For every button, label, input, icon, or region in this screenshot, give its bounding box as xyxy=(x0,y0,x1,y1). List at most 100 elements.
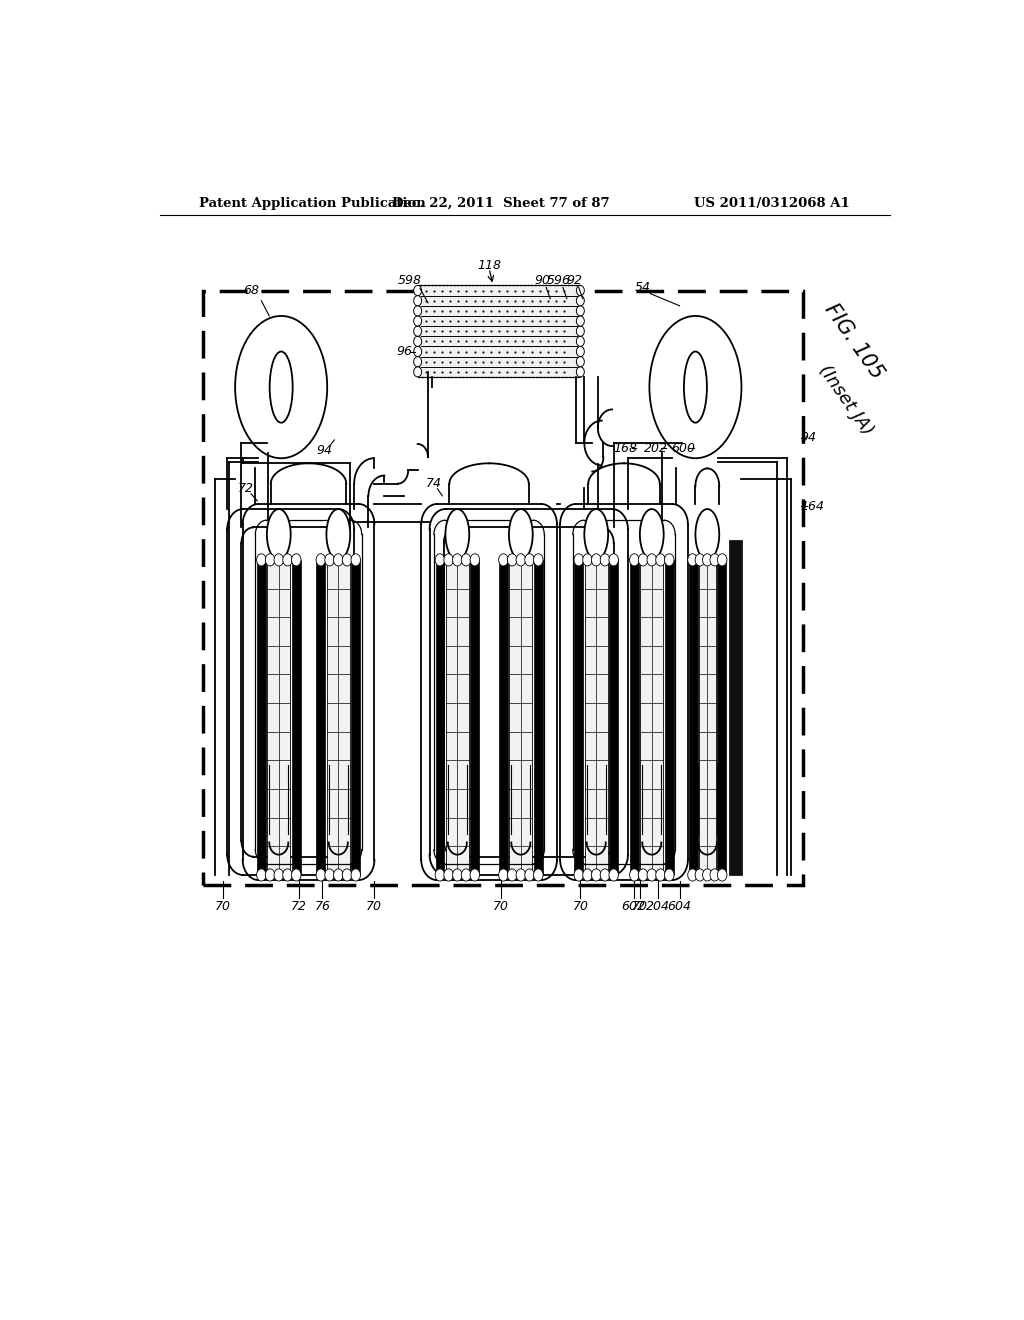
Circle shape xyxy=(577,367,585,378)
Circle shape xyxy=(461,554,471,566)
Circle shape xyxy=(342,869,352,880)
Circle shape xyxy=(534,554,543,566)
Circle shape xyxy=(257,554,266,566)
Text: 168: 168 xyxy=(613,442,638,454)
Text: 118: 118 xyxy=(477,259,501,272)
Circle shape xyxy=(695,554,705,566)
Circle shape xyxy=(470,869,479,880)
Circle shape xyxy=(577,346,585,356)
Circle shape xyxy=(577,315,585,326)
Bar xyxy=(574,560,583,875)
Text: 54: 54 xyxy=(634,281,650,294)
Bar xyxy=(665,560,674,875)
Circle shape xyxy=(630,554,639,566)
Circle shape xyxy=(325,869,334,880)
Circle shape xyxy=(283,554,292,566)
Text: 600: 600 xyxy=(672,442,695,454)
Text: 74: 74 xyxy=(426,477,441,490)
Circle shape xyxy=(414,306,422,315)
Bar xyxy=(717,560,726,875)
Circle shape xyxy=(414,296,422,306)
Circle shape xyxy=(351,869,360,880)
Ellipse shape xyxy=(327,510,350,560)
Text: 68: 68 xyxy=(243,284,259,297)
Circle shape xyxy=(577,285,585,296)
Text: Dec. 22, 2011  Sheet 77 of 87: Dec. 22, 2011 Sheet 77 of 87 xyxy=(392,197,610,210)
Circle shape xyxy=(688,869,697,880)
Circle shape xyxy=(516,554,525,566)
Circle shape xyxy=(435,554,444,566)
Text: 94: 94 xyxy=(801,432,817,445)
Ellipse shape xyxy=(585,510,608,560)
Circle shape xyxy=(257,869,266,880)
Circle shape xyxy=(414,315,422,326)
Text: 164: 164 xyxy=(800,499,824,512)
Circle shape xyxy=(638,554,648,566)
Circle shape xyxy=(316,869,326,880)
Text: 94: 94 xyxy=(316,444,333,457)
Circle shape xyxy=(695,869,705,880)
Circle shape xyxy=(414,346,422,356)
Bar xyxy=(630,560,639,875)
Bar xyxy=(257,560,265,875)
Text: FIG. 105: FIG. 105 xyxy=(821,300,888,383)
Circle shape xyxy=(718,554,727,566)
Bar xyxy=(534,560,543,875)
Text: 602: 602 xyxy=(622,900,645,913)
Text: 70: 70 xyxy=(215,900,231,913)
Text: 92: 92 xyxy=(567,273,583,286)
Bar xyxy=(445,560,469,875)
Circle shape xyxy=(609,869,618,880)
Text: 604: 604 xyxy=(668,900,691,913)
Text: 76: 76 xyxy=(314,900,331,913)
Circle shape xyxy=(574,554,584,566)
Circle shape xyxy=(655,554,666,566)
Circle shape xyxy=(283,869,292,880)
Bar xyxy=(689,560,697,875)
Text: 596: 596 xyxy=(547,273,571,286)
Circle shape xyxy=(516,869,525,880)
Text: 70: 70 xyxy=(366,900,382,913)
Text: 598: 598 xyxy=(397,273,422,286)
Circle shape xyxy=(600,554,609,566)
Circle shape xyxy=(647,869,656,880)
Circle shape xyxy=(630,869,639,880)
Bar xyxy=(327,560,350,875)
Bar xyxy=(609,560,618,875)
Circle shape xyxy=(414,326,422,337)
Circle shape xyxy=(292,869,301,880)
Text: 72: 72 xyxy=(238,482,254,495)
Ellipse shape xyxy=(267,510,291,560)
Circle shape xyxy=(592,869,601,880)
Circle shape xyxy=(414,285,422,296)
Circle shape xyxy=(316,554,326,566)
Bar xyxy=(499,560,508,875)
Circle shape xyxy=(443,869,454,880)
Circle shape xyxy=(351,554,360,566)
Circle shape xyxy=(577,337,585,346)
Bar xyxy=(351,560,360,875)
Circle shape xyxy=(443,554,454,566)
Ellipse shape xyxy=(236,315,328,458)
Circle shape xyxy=(647,554,656,566)
Circle shape xyxy=(600,869,609,880)
Circle shape xyxy=(453,554,462,566)
Ellipse shape xyxy=(269,351,293,422)
Text: 90: 90 xyxy=(535,273,550,286)
Circle shape xyxy=(655,869,666,880)
Circle shape xyxy=(688,554,697,566)
Text: US 2011/0312068 A1: US 2011/0312068 A1 xyxy=(694,197,850,210)
Text: Patent Application Publication: Patent Application Publication xyxy=(200,197,426,210)
Circle shape xyxy=(453,869,462,880)
Circle shape xyxy=(534,869,543,880)
Circle shape xyxy=(292,554,301,566)
Bar xyxy=(316,560,326,875)
Bar xyxy=(640,560,664,875)
Bar xyxy=(418,285,581,378)
Circle shape xyxy=(499,554,508,566)
Circle shape xyxy=(524,554,535,566)
Circle shape xyxy=(461,869,471,880)
Ellipse shape xyxy=(509,510,532,560)
Circle shape xyxy=(583,869,592,880)
Bar xyxy=(204,290,803,886)
